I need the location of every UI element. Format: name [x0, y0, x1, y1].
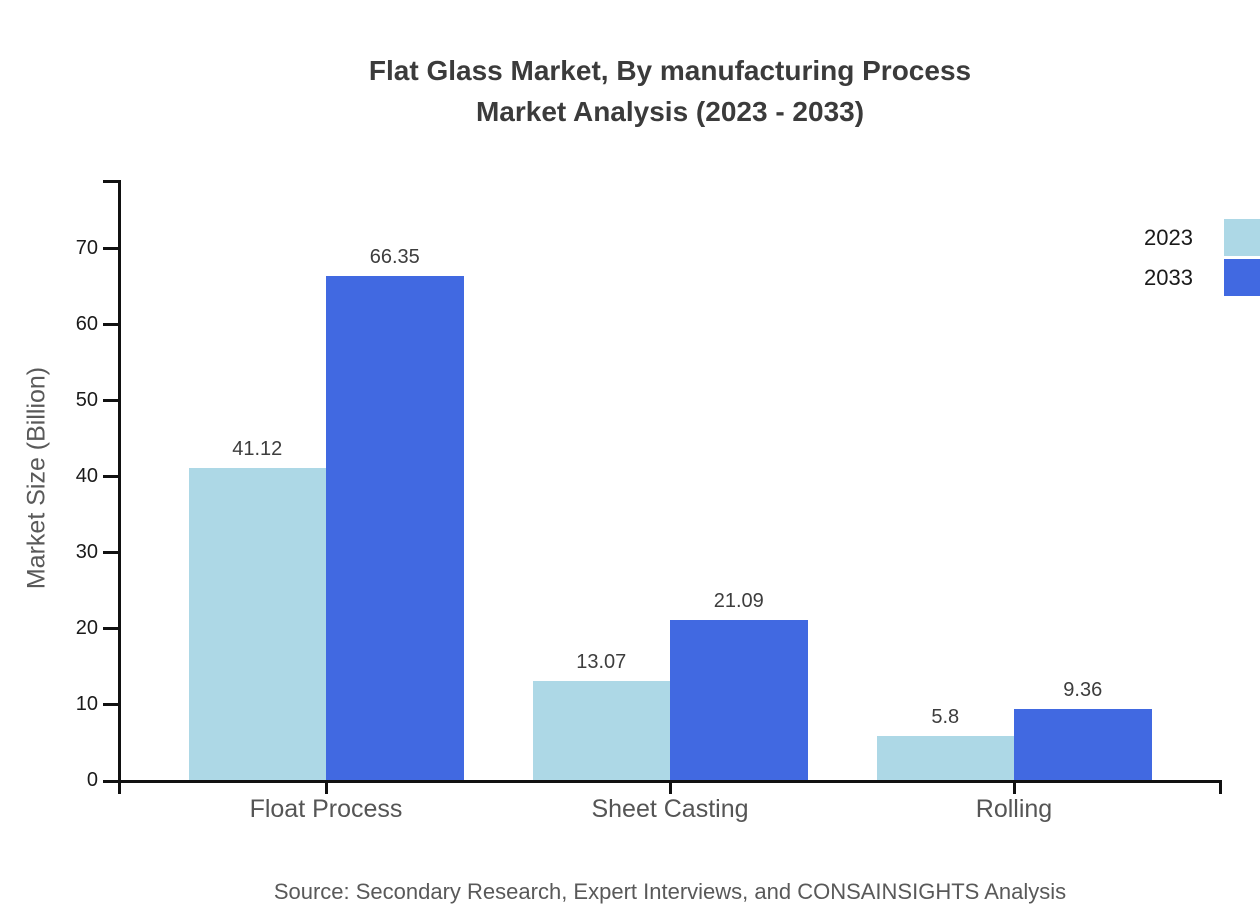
- bar-2033-sheet-casting: [670, 619, 808, 780]
- bar-2023-sheet-casting: [532, 680, 670, 780]
- y-axis-tick-label: 0: [86, 769, 98, 791]
- bar-2033-rolling: [1014, 708, 1152, 780]
- legend-label: 2023: [1144, 224, 1193, 250]
- bar-value-label: 9.36: [1063, 678, 1103, 701]
- legend-item-2033: 2033: [1144, 258, 1260, 297]
- chart-title-line1: Flat Glass Market, By manufacturing Proc…: [368, 55, 972, 86]
- x-axis-tick: [668, 780, 672, 794]
- y-axis-tick-label: 30: [75, 541, 98, 564]
- category-label-rolling: Rolling: [975, 795, 1053, 823]
- bar-value-label: 21.09: [713, 589, 764, 612]
- y-axis-tick-label: 60: [75, 313, 98, 336]
- y-axis-tick-label: 10: [75, 693, 98, 716]
- source-attribution: Source: Secondary Research, Expert Inter…: [273, 879, 1067, 904]
- y-axis-tick: [103, 702, 118, 706]
- y-axis-tick: [103, 474, 118, 478]
- legend-label: 2033: [1144, 264, 1193, 290]
- bar-2023-float-process: [188, 467, 326, 780]
- bar-value-label: 66.35: [369, 246, 420, 269]
- x-axis-tick: [324, 780, 328, 794]
- bar-value-label: 5.8: [931, 705, 960, 728]
- bar-value-label: 13.07: [576, 650, 627, 673]
- x-axis-right-cap: [1219, 780, 1222, 794]
- legend: 2023 2033: [1144, 218, 1260, 298]
- chart-title: Flat Glass Market, By manufacturing Proc…: [118, 50, 1222, 132]
- legend-swatch-icon: [1224, 219, 1260, 256]
- y-axis-tick-label: 20: [75, 617, 98, 640]
- y-axis-tick: [103, 550, 118, 554]
- legend-swatch-icon: [1224, 259, 1260, 296]
- chart-title-line2: Market Analysis (2023 - 2033): [475, 96, 865, 127]
- bar-2023-rolling: [876, 735, 1014, 780]
- y-axis-tick: [103, 322, 118, 326]
- category-label-float-process: Float Process: [249, 795, 403, 823]
- y-axis-tick: [103, 246, 118, 250]
- y-axis-tick-label: 50: [75, 389, 98, 412]
- y-axis-top-cap: [103, 180, 121, 183]
- category-label-sheet-casting: Sheet Casting: [591, 795, 749, 823]
- x-axis-line: [103, 780, 1222, 783]
- x-axis-tick: [1012, 780, 1016, 794]
- y-axis-tick-label: 40: [75, 465, 98, 488]
- plot-area: 0 10 20 30 40 50 60 70 41.12 66.35 Float Process 13…: [76, 180, 1222, 823]
- y-axis-tick-label: 70: [75, 237, 98, 260]
- legend-item-2023: 2023: [1144, 218, 1260, 257]
- y-axis-tick: [103, 626, 118, 630]
- y-axis-line: [118, 180, 121, 794]
- y-axis-tick: [103, 398, 118, 402]
- bar-value-label: 41.12: [232, 437, 283, 460]
- bar-2033-float-process: [326, 276, 464, 780]
